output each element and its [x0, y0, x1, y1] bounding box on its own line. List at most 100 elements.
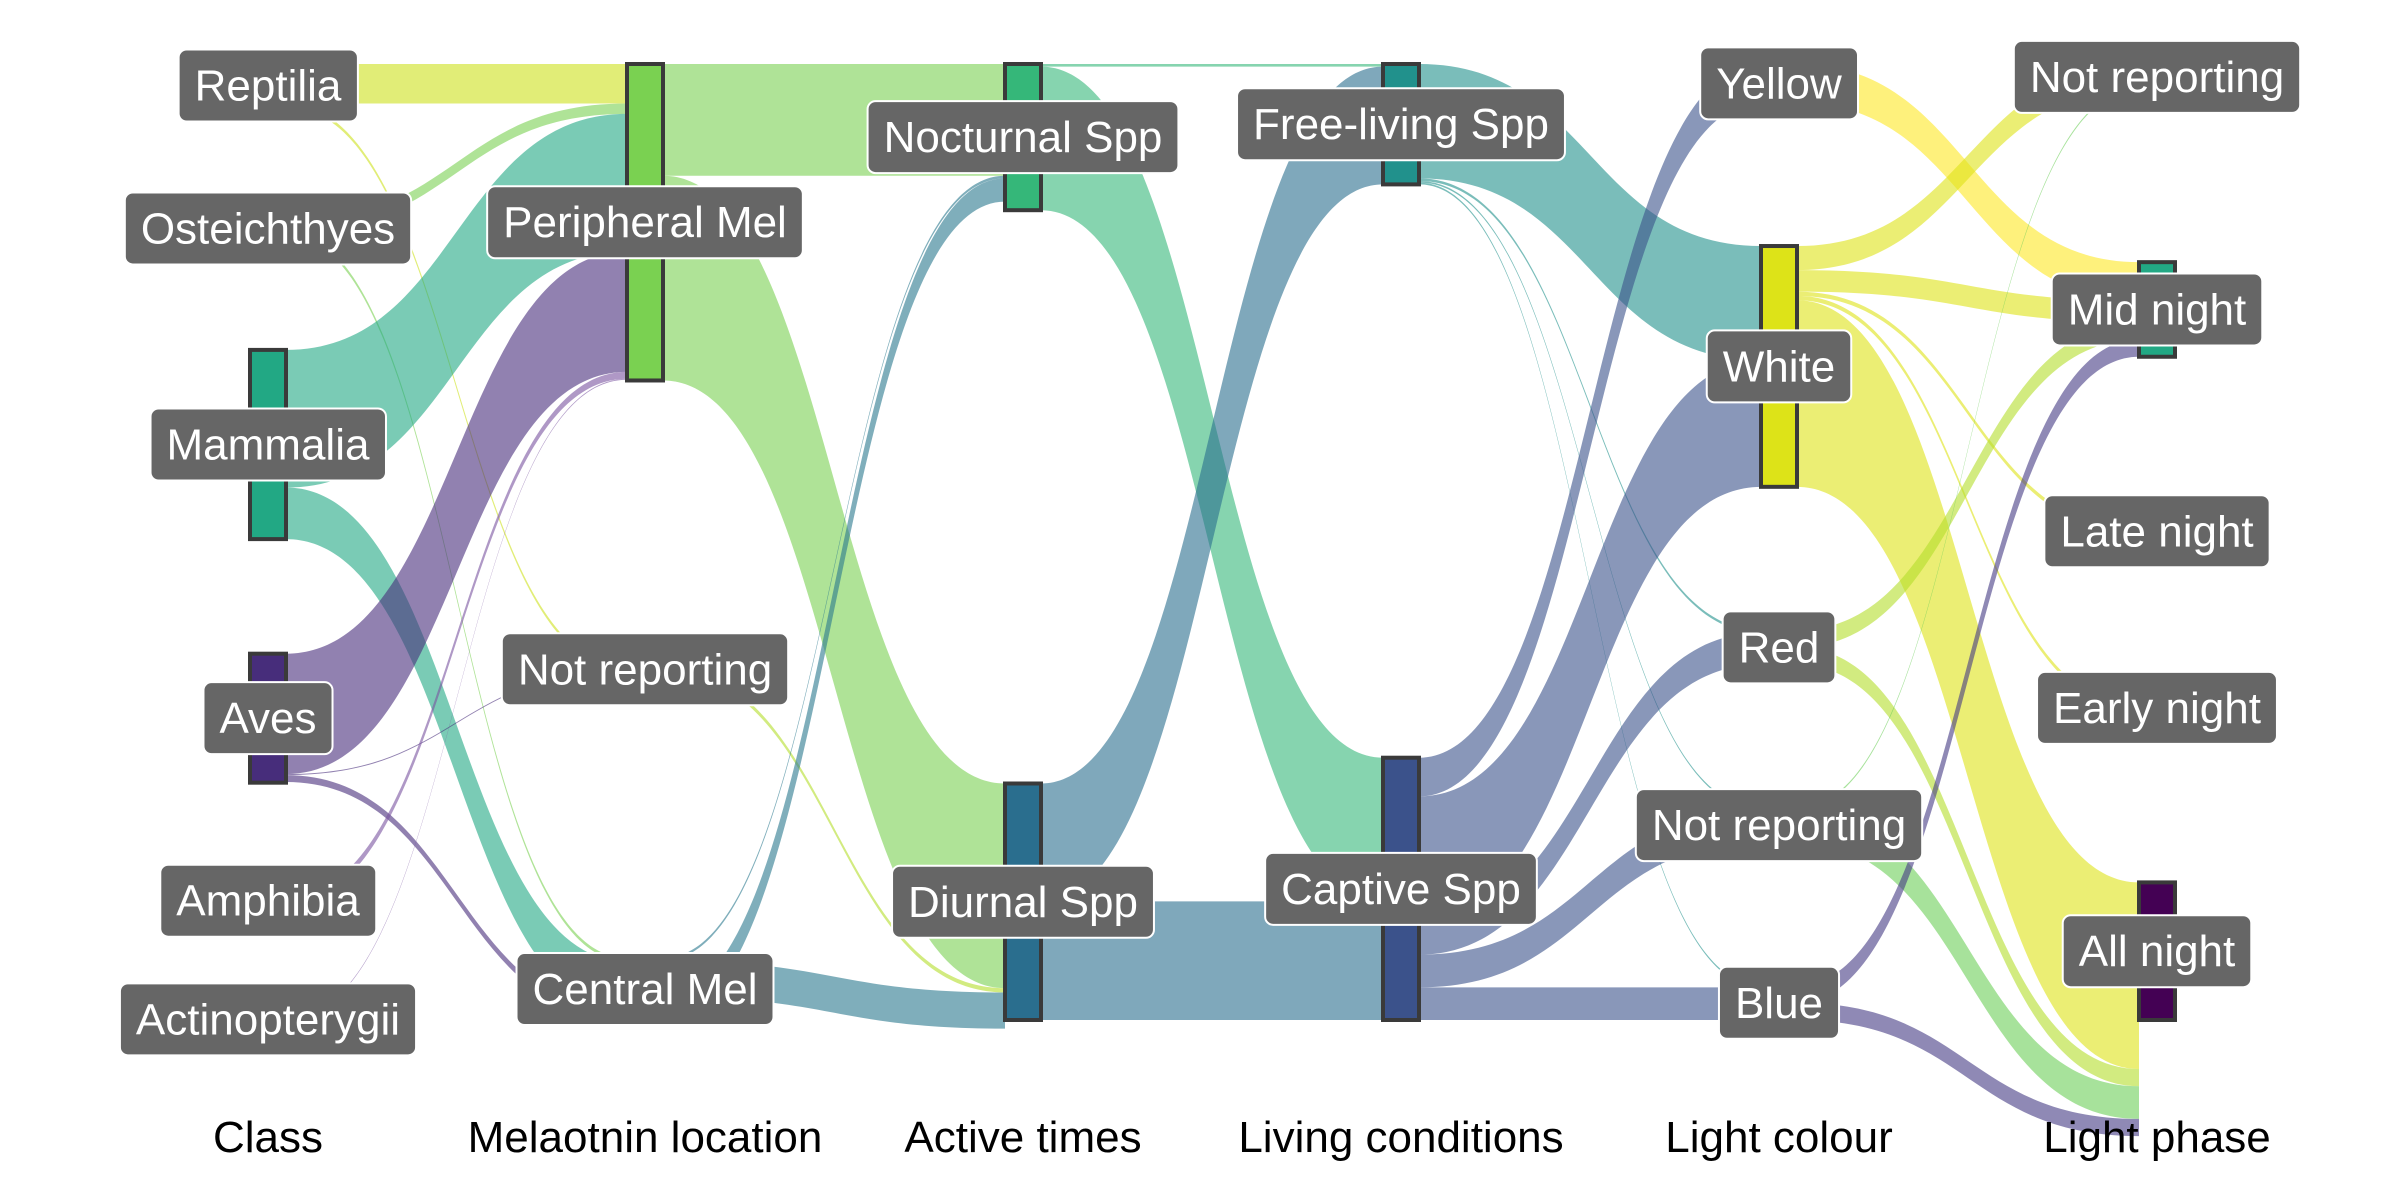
node-label-amphibia: Amphibia: [159, 863, 378, 938]
flow-not-reporting-light-colour-to-all-night: [1797, 809, 2139, 1119]
node-label-text: Central Mel: [533, 965, 758, 1014]
flow-mammalia-to-central-mel: [286, 487, 627, 1014]
node-label-text: Nocturnal Spp: [884, 113, 1163, 162]
node-label-box: [202, 681, 334, 756]
node-label-all-night: All night: [2061, 914, 2253, 989]
node-label-nocturnal-spp: Nocturnal Spp: [866, 100, 1180, 175]
node-label-not-reporting: Not reporting: [500, 632, 790, 707]
flow-central-mel-to-nocturnal-spp: [663, 178, 1005, 1020]
flow-reptilia-to-peripheral-mel: [286, 64, 627, 104]
node-label-box: [149, 407, 387, 482]
flow-reptilia-to-not-reporting: [286, 103, 627, 671]
flow-captive-spp-to-yellow: [1419, 64, 1761, 797]
node-label-white: White: [1705, 329, 1853, 404]
node-label-box: [866, 100, 1180, 175]
flow-actinopterygii-to-peripheral-mel: [286, 378, 627, 1020]
flow-blue-to-mid-night: [1797, 339, 2139, 1003]
flow-white-to-not-reporting-light-phase: [1797, 64, 2139, 271]
node-label-text: Diurnal Spp: [908, 878, 1138, 927]
flow-nocturnal-spp-to-free-living-spp: [1041, 64, 1383, 67]
node-label-text: Peripheral Mel: [503, 198, 787, 247]
flow-not-reporting-to-diurnal-spp: [663, 667, 1005, 993]
node-label-box: [159, 863, 378, 938]
node-label-central-mel: Central Mel: [515, 952, 775, 1027]
node-label-text: Red: [1739, 623, 1820, 672]
node-label-box: [2012, 39, 2302, 114]
node-label-box: [1264, 851, 1538, 926]
flow-layer: [286, 64, 2139, 1137]
node-label-text: Free-living Spp: [1253, 100, 1549, 149]
flow-white-to-all-night: [1797, 300, 2139, 1070]
node-label-actinopterygii: Actinopterygii: [118, 982, 418, 1057]
node-label-box: [1699, 46, 1860, 121]
node-label-layer: Reptilia Osteichthyes Mammalia Aves Amphibia…: [118, 39, 2302, 1057]
node-label-diurnal-spp: Diurnal Spp: [891, 864, 1155, 939]
axis-label-living-conditions: Living conditions: [1238, 1113, 1563, 1162]
node-label-aves: Aves: [202, 681, 334, 756]
node-label-yellow: Yellow: [1699, 46, 1860, 121]
node-label-box: [500, 632, 790, 707]
flow-free-living-spp-to-red: [1419, 178, 1761, 633]
node-label-early-night: Early night: [2036, 670, 2278, 745]
node-label-free-living-spp: Free-living Spp: [1236, 87, 1566, 162]
flow-red-to-mid-night: [1797, 322, 2139, 648]
node-label-not-reporting-light-colour: Not reporting: [1634, 788, 1924, 863]
node-label-text: Aves: [219, 694, 316, 743]
node-label-text: Mammalia: [167, 421, 370, 470]
node-label-box: [1634, 788, 1924, 863]
node-label-reptilia: Reptilia: [177, 48, 359, 123]
flow-blue-to-all-night: [1797, 1002, 2139, 1137]
axis-label-class: Class: [213, 1113, 323, 1162]
node-label-text: Not reporting: [518, 645, 772, 694]
axis-label-active-times: Active times: [904, 1113, 1141, 1162]
node-label-text: Not reporting: [1652, 801, 1906, 850]
flow-aves-to-central-mel: [286, 775, 627, 1020]
node-label-text: Mid night: [2068, 285, 2247, 334]
node-label-peripheral-mel: Peripheral Mel: [486, 185, 804, 260]
flow-captive-spp-to-red: [1419, 632, 1761, 955]
flow-osteichthyes-to-central-mel: [286, 231, 627, 962]
node-label-osteichthyes: Osteichthyes: [123, 191, 413, 266]
node-label-text: White: [1723, 342, 1835, 391]
node-label-text: Reptilia: [195, 62, 342, 111]
axis-label-melaotnin-location: Melaotnin location: [468, 1113, 823, 1162]
node-label-text: Yellow: [1716, 59, 1842, 108]
node-label-box: [123, 191, 413, 266]
node-label-text: Osteichthyes: [141, 204, 395, 253]
node-label-box: [177, 48, 359, 123]
flow-osteichthyes-to-peripheral-mel: [286, 103, 627, 232]
flow-amphibia-to-peripheral-mel: [286, 371, 627, 905]
node-label-box: [2043, 494, 2271, 569]
flow-not-reporting-light-colour-to-not-reporting-light-phase: [1797, 88, 2139, 810]
flow-captive-spp-to-white: [1419, 360, 1761, 923]
node-label-blue: Blue: [1717, 965, 1841, 1040]
node-label-mid-night: Mid night: [2050, 272, 2264, 347]
node-label-box: [118, 982, 418, 1057]
flow-aves-to-peripheral-mel: [286, 251, 627, 775]
axis-label-light-colour: Light colour: [1665, 1113, 1892, 1162]
node-label-captive-spp: Captive Spp: [1264, 851, 1538, 926]
node-label-box: [891, 864, 1155, 939]
node-label-text: Actinopterygii: [136, 995, 400, 1044]
node-label-text: Captive Spp: [1281, 865, 1521, 914]
node-label-text: Not reporting: [2030, 53, 2284, 102]
axis-label-layer: Class Melaotnin location Active times Livin…: [213, 1113, 2271, 1162]
node-label-box: [1717, 965, 1841, 1040]
flow-diurnal-spp-to-free-living-spp: [1041, 66, 1383, 902]
flow-red-to-all-night: [1797, 647, 2139, 1087]
node-label-box: [2061, 914, 2253, 989]
node-label-mammalia: Mammalia: [149, 407, 387, 482]
node-label-box: [515, 952, 775, 1027]
node-label-red: Red: [1721, 610, 1837, 685]
node-label-text: Blue: [1735, 979, 1823, 1028]
node-label-text: Amphibia: [176, 877, 360, 926]
flow-central-mel-to-nocturnal-spp: [663, 175, 1005, 961]
node-label-box: [1705, 329, 1853, 404]
flow-captive-spp-to-blue: [1419, 987, 1761, 1020]
flow-white-to-late-night: [1797, 291, 2139, 534]
node-label-text: Early night: [2053, 684, 2261, 733]
node-label-box: [2050, 272, 2264, 347]
node-label-not-reporting-light-phase: Not reporting: [2012, 39, 2302, 114]
flow-white-to-early-night: [1797, 295, 2139, 711]
